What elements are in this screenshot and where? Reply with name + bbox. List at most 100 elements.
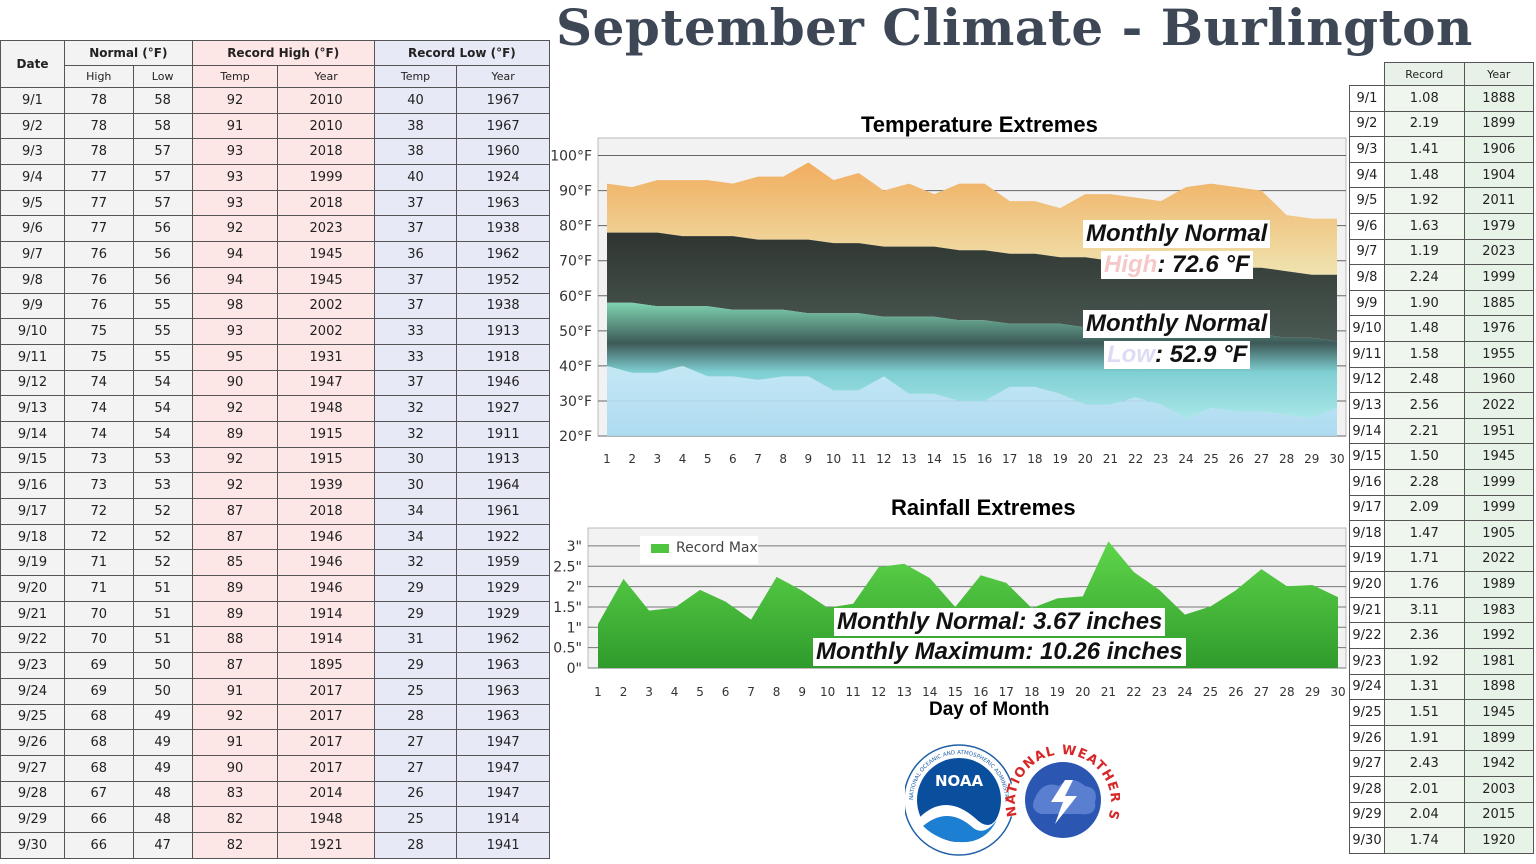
table-cell: 92 bbox=[191, 446, 279, 474]
temp-y-tick-label: 60°F bbox=[559, 289, 592, 305]
table-cell: 67 bbox=[64, 780, 134, 808]
table-cell: 1920 bbox=[1463, 827, 1534, 854]
table-cell: 1904 bbox=[1463, 161, 1534, 189]
table-cell: 9/1 bbox=[1349, 85, 1385, 112]
table-cell: 9/11 bbox=[1349, 340, 1385, 368]
table-cell: 2.43 bbox=[1384, 750, 1465, 778]
temp-x-tick-label: 15 bbox=[952, 452, 967, 466]
table-cell: 1.51 bbox=[1384, 699, 1465, 726]
table-cell: 1918 bbox=[456, 343, 550, 371]
table-cell: 29 bbox=[373, 600, 458, 628]
table-cell: 82 bbox=[191, 806, 279, 833]
table-cell: 1913 bbox=[456, 318, 550, 345]
table-row: 9/25 1.51 1945 bbox=[1349, 699, 1534, 726]
table-cell: 34 bbox=[373, 498, 458, 525]
table-cell: 93 bbox=[191, 189, 279, 217]
table-cell: 1899 bbox=[1463, 724, 1534, 752]
table-row: 9/21 70 51 89 1914 29 1929 bbox=[0, 600, 550, 628]
temp-series-group bbox=[607, 162, 1337, 436]
rain-record-header: Record bbox=[1384, 62, 1465, 86]
table-cell: 69 bbox=[64, 677, 134, 705]
table-row: 9/12 2.48 1960 bbox=[1349, 366, 1534, 394]
table-cell: 9/26 bbox=[0, 729, 65, 756]
table-cell: 1961 bbox=[456, 498, 550, 525]
table-cell: 51 bbox=[132, 600, 193, 628]
table-row: 9/23 1.92 1981 bbox=[1349, 648, 1534, 675]
rain-y-tick-label: 1.5" bbox=[553, 600, 582, 616]
table-cell: 2010 bbox=[277, 112, 375, 140]
table-cell: 9/14 bbox=[1349, 417, 1385, 445]
table-cell: 27 bbox=[373, 754, 458, 782]
table-row: 9/27 2.43 1942 bbox=[1349, 750, 1534, 778]
table-cell: 66 bbox=[64, 831, 134, 859]
table-cell: 2018 bbox=[277, 498, 375, 525]
temp-x-tick-label: 16 bbox=[977, 452, 992, 466]
temp-y-tick-label: 30°F bbox=[559, 394, 592, 410]
table-row: 9/22 2.36 1992 bbox=[1349, 622, 1534, 650]
table-cell: 1929 bbox=[456, 600, 550, 628]
normal-high-subheader: High bbox=[64, 65, 134, 88]
table-cell: 91 bbox=[191, 729, 279, 756]
rain-x-tick-label: 8 bbox=[773, 685, 781, 699]
table-cell: 55 bbox=[132, 292, 193, 320]
rain-x-tick-label: 13 bbox=[897, 685, 912, 699]
table-cell: 57 bbox=[132, 164, 193, 191]
table-cell: 1963 bbox=[456, 677, 550, 705]
temp-x-tick-label: 1 bbox=[603, 452, 611, 466]
table-cell: 50 bbox=[132, 652, 193, 679]
table-cell: 1914 bbox=[277, 600, 375, 628]
temp-x-tick-label: 23 bbox=[1153, 452, 1168, 466]
table-cell: 9/13 bbox=[0, 395, 65, 422]
rain-x-tick-label: 30 bbox=[1330, 685, 1345, 699]
table-cell: 1964 bbox=[456, 472, 550, 499]
table-cell: 1992 bbox=[1463, 622, 1534, 650]
temp-x-tick-label: 17 bbox=[1002, 452, 1017, 466]
temp-x-tick-label: 19 bbox=[1052, 452, 1067, 466]
temp-x-tick-label: 13 bbox=[901, 452, 916, 466]
table-row: 9/1 78 58 92 2010 40 1967 bbox=[0, 87, 550, 114]
table-cell: 49 bbox=[132, 729, 193, 756]
table-cell: 9/4 bbox=[0, 164, 65, 191]
table-cell: 9/17 bbox=[0, 498, 65, 525]
table-cell: 9/20 bbox=[1349, 571, 1385, 598]
temp-chart-title: Temperature Extremes bbox=[861, 112, 1098, 137]
table-cell: 1906 bbox=[1463, 136, 1534, 163]
temp-y-ticks: 20°F 30°F 40°F 50°F 60°F 70°F 80°F 90°F 100°F bbox=[550, 149, 592, 445]
temp-x-tick-label: 6 bbox=[729, 452, 737, 466]
rain-x-tick-label: 1 bbox=[594, 685, 602, 699]
table-cell: 48 bbox=[132, 780, 193, 808]
table-cell: 1979 bbox=[1463, 212, 1534, 240]
table-cell: 38 bbox=[373, 138, 458, 166]
table-cell: 1.50 bbox=[1384, 443, 1465, 470]
table-cell: 76 bbox=[64, 241, 134, 268]
table-row: 9/30 1.74 1920 bbox=[1349, 827, 1534, 854]
rainfall-table-body: 9/1 1.08 1888 9/2 2.19 1899 9/3 1.41 1906 9/4 1.48… bbox=[1349, 85, 1534, 854]
table-cell: 9/21 bbox=[0, 600, 65, 628]
table-cell: 1942 bbox=[1463, 750, 1534, 778]
table-cell: 30 bbox=[373, 472, 458, 499]
rain-legend-label: Record Max bbox=[676, 540, 758, 556]
table-cell: 98 bbox=[191, 292, 279, 320]
table-row: 9/15 1.50 1945 bbox=[1349, 443, 1534, 470]
table-cell: 1929 bbox=[456, 575, 550, 602]
table-cell: 1.19 bbox=[1384, 238, 1465, 266]
table-cell: 2002 bbox=[277, 318, 375, 345]
table-cell: 71 bbox=[64, 575, 134, 602]
table-cell: 55 bbox=[132, 343, 193, 371]
table-cell: 1945 bbox=[277, 241, 375, 268]
table-cell: 78 bbox=[64, 112, 134, 140]
table-cell: 1.92 bbox=[1384, 187, 1465, 214]
table-row: 9/17 72 52 87 2018 34 1961 bbox=[0, 498, 550, 525]
rain-y-tick-label: 2.5" bbox=[553, 559, 582, 575]
temp-x-tick-label: 3 bbox=[654, 452, 662, 466]
temp-x-tick-label: 20 bbox=[1078, 452, 1093, 466]
table-row: 9/4 77 57 93 1999 40 1924 bbox=[0, 164, 550, 191]
temp-x-tick-label: 12 bbox=[876, 452, 891, 466]
table-cell: 2022 bbox=[1463, 545, 1534, 573]
table-row: 9/16 2.28 1999 bbox=[1349, 468, 1534, 496]
table-cell: 40 bbox=[373, 87, 458, 114]
table-cell: 89 bbox=[191, 600, 279, 628]
table-cell: 47 bbox=[132, 831, 193, 859]
table-cell: 69 bbox=[64, 652, 134, 679]
